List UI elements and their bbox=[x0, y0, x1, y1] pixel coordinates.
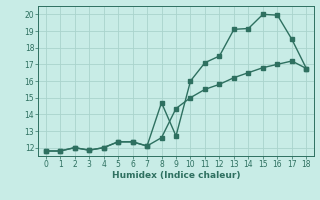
X-axis label: Humidex (Indice chaleur): Humidex (Indice chaleur) bbox=[112, 171, 240, 180]
